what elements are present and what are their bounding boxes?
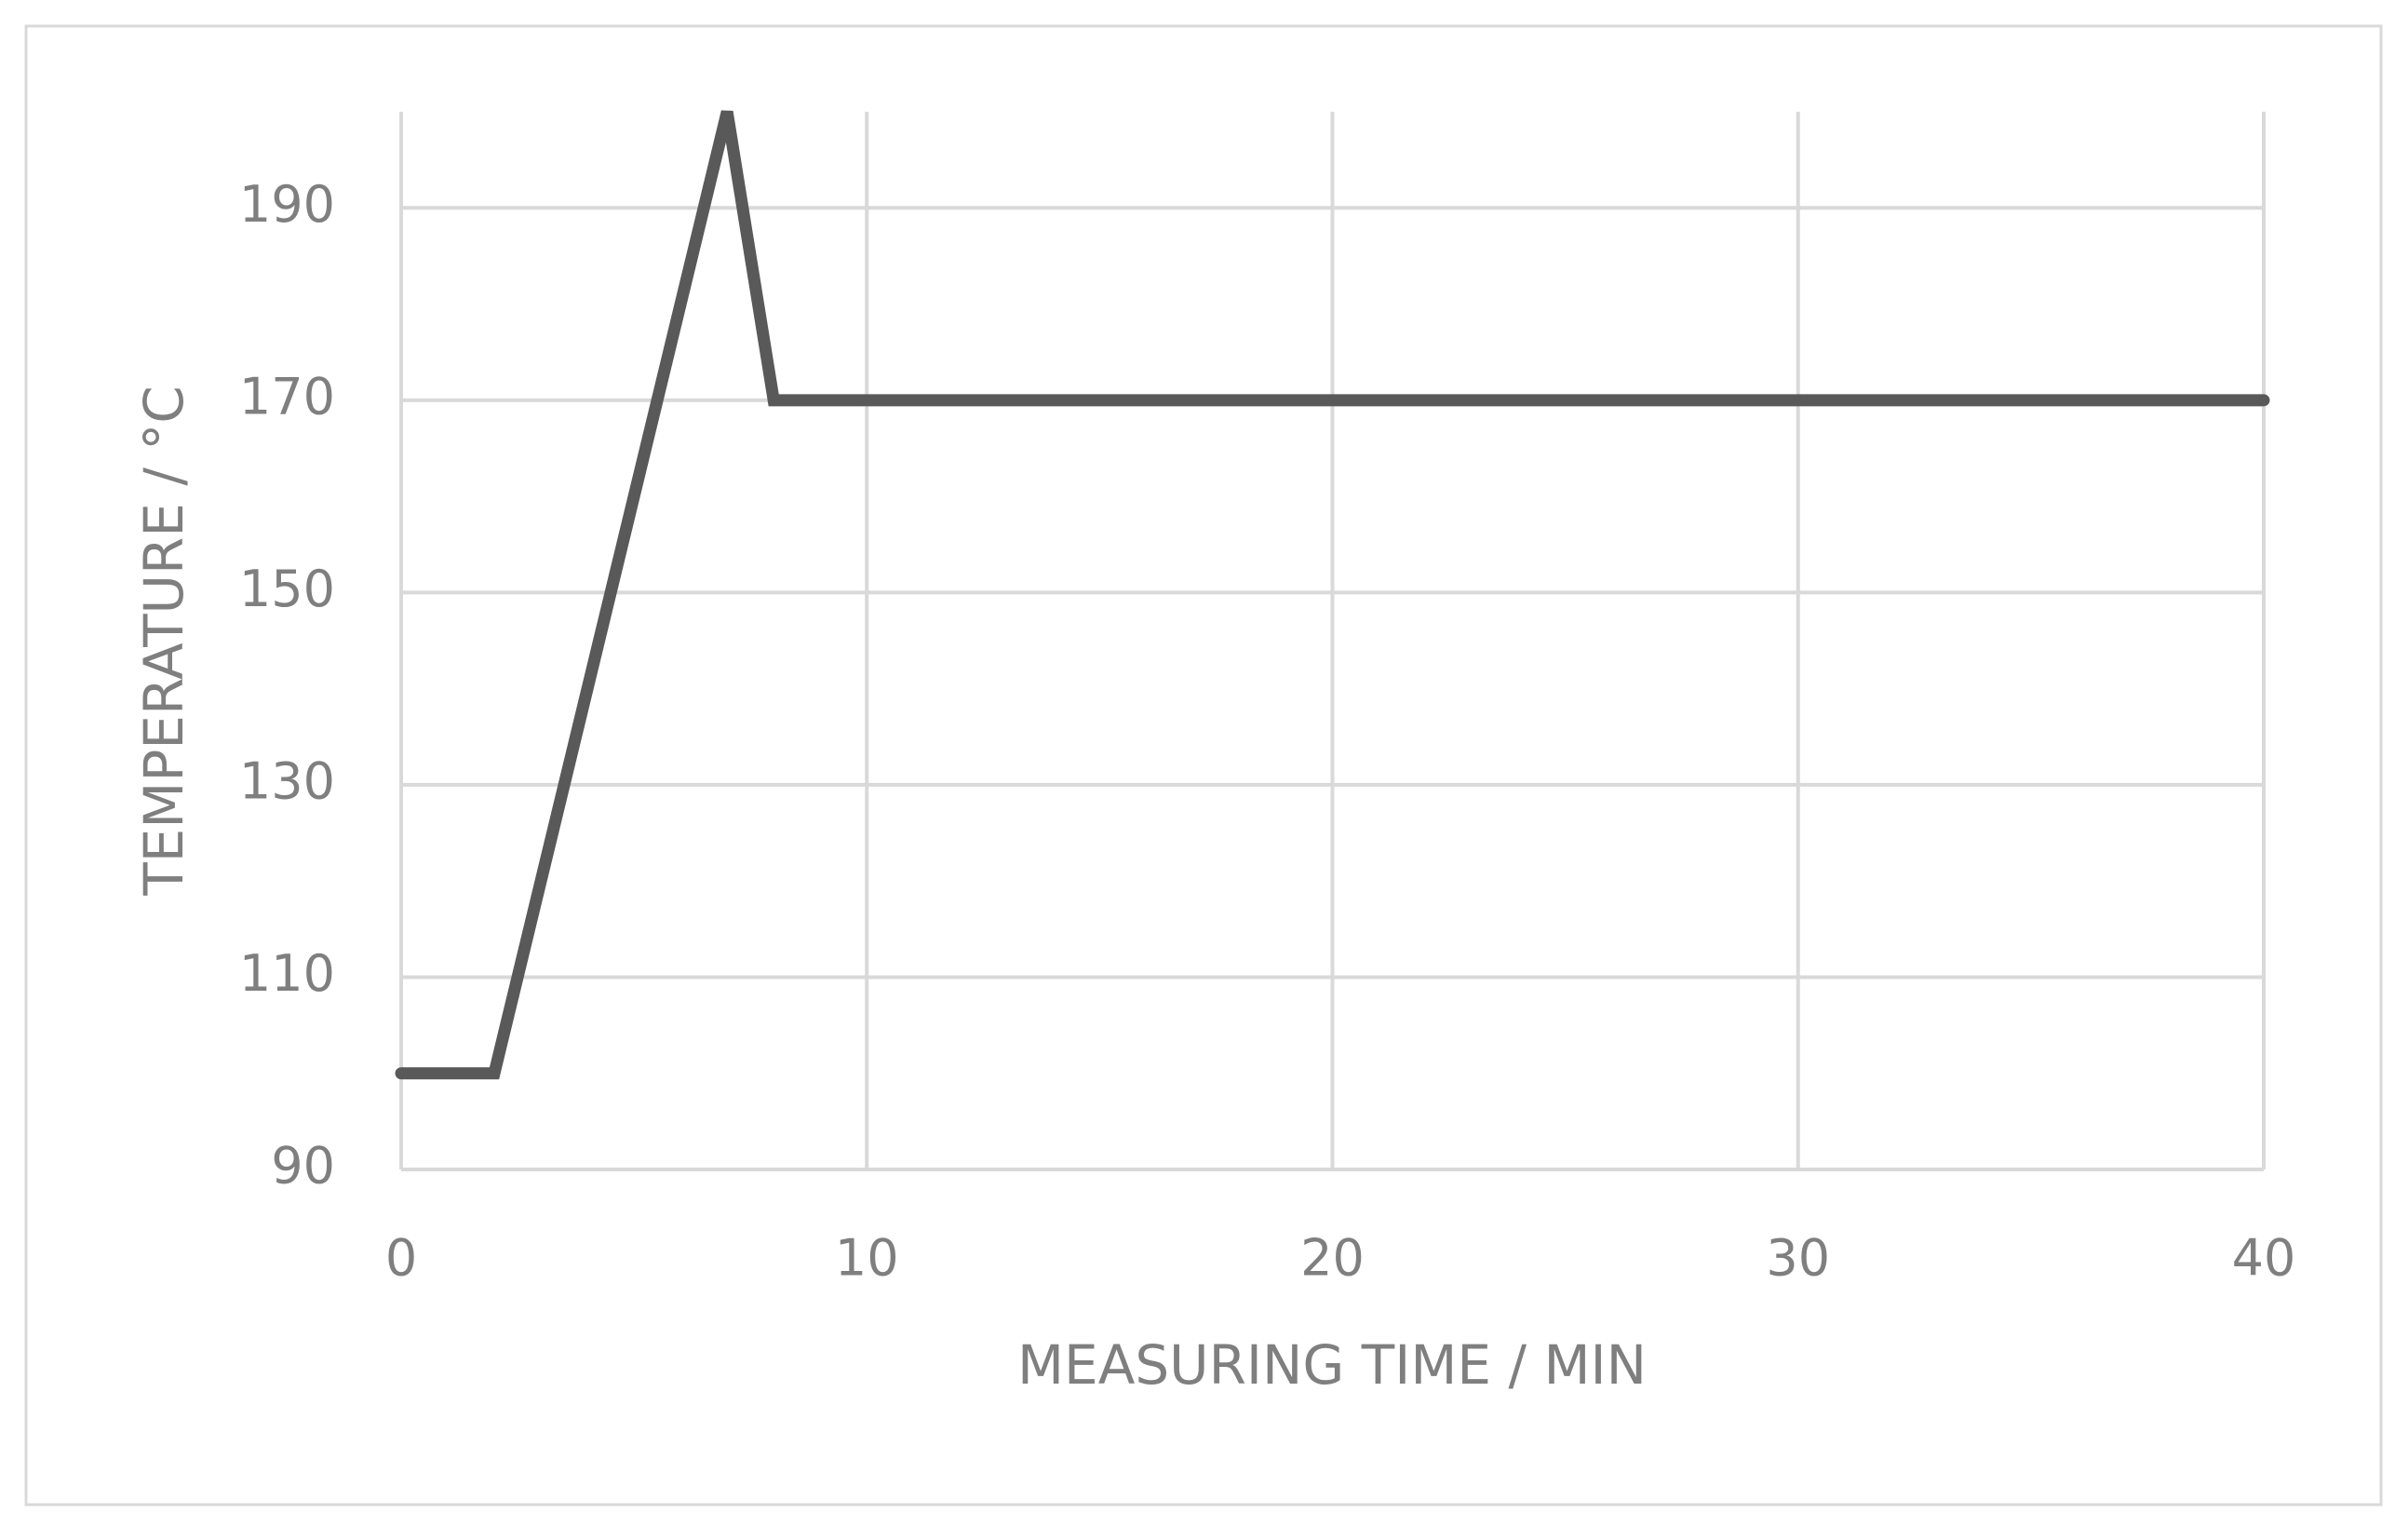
x-tick-label: 10 — [835, 1229, 899, 1288]
data-line — [395, 110, 2270, 1080]
x-axis-title: MEASURING TIME / MIN — [1017, 1333, 1647, 1397]
y-tick-label: 110 — [239, 944, 335, 1003]
y-tick-label: 190 — [239, 175, 335, 234]
y-tick-label: 130 — [239, 752, 335, 811]
x-tick-label: 0 — [385, 1229, 417, 1288]
x-tick-label: 30 — [1766, 1229, 1830, 1288]
y-tick-label: 170 — [239, 367, 335, 426]
x-tick-label: 20 — [1300, 1229, 1365, 1288]
chart-border — [24, 24, 2383, 1507]
x-tick-label: 40 — [2232, 1229, 2296, 1288]
y-tick-label: 150 — [239, 560, 335, 618]
y-axis-title: TEMPERATURE / °C — [132, 385, 195, 897]
y-tick-label: 90 — [271, 1137, 335, 1196]
